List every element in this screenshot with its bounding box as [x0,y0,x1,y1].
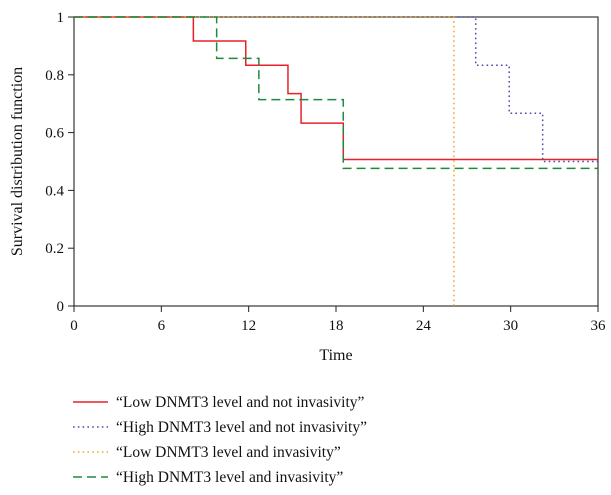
plot-area [73,16,599,307]
legend-label-2: “High DNMT3 level and not invasivity” [116,419,367,436]
series-line-2 [74,16,598,163]
x-tick-label: 18 [329,318,344,334]
legend-label-1: “Low DNMT3 level and not invasivity” [116,394,364,411]
y-tick-label: 0.2 [45,241,64,257]
x-tick-label: 12 [241,318,256,334]
series-layer [74,16,598,306]
x-tick-label: 24 [416,318,432,334]
series-line-3 [74,16,455,306]
y-tick-label: 1 [57,10,65,26]
y-tick-label: 0 [57,299,65,315]
axes-layer: 0 6 12 18 24 30 36 0 0.2 0.4 0.6 0.8 1 [45,10,606,334]
x-axis-title: Time [319,347,352,364]
x-tick-label: 36 [591,318,607,334]
x-tick-label: 0 [70,318,78,334]
y-tick-label: 0.6 [45,126,64,142]
series-line-4 [74,16,598,170]
y-axis-title: Survival distribution function [9,67,26,256]
x-tick-label: 6 [158,318,166,334]
legend-label-3: “Low DNMT3 level and invasivity” [116,444,341,461]
y-tick-label: 0.4 [45,183,64,199]
legend: “Low DNMT3 level and not invasivity” “Hig… [73,394,367,486]
plot-frame [73,16,599,307]
x-tick-label: 30 [503,318,518,334]
y-tick-label: 0.8 [45,68,64,84]
series-line-1 [74,16,598,161]
legend-label-4: “High DNMT3 level and invasivity” [116,469,343,486]
